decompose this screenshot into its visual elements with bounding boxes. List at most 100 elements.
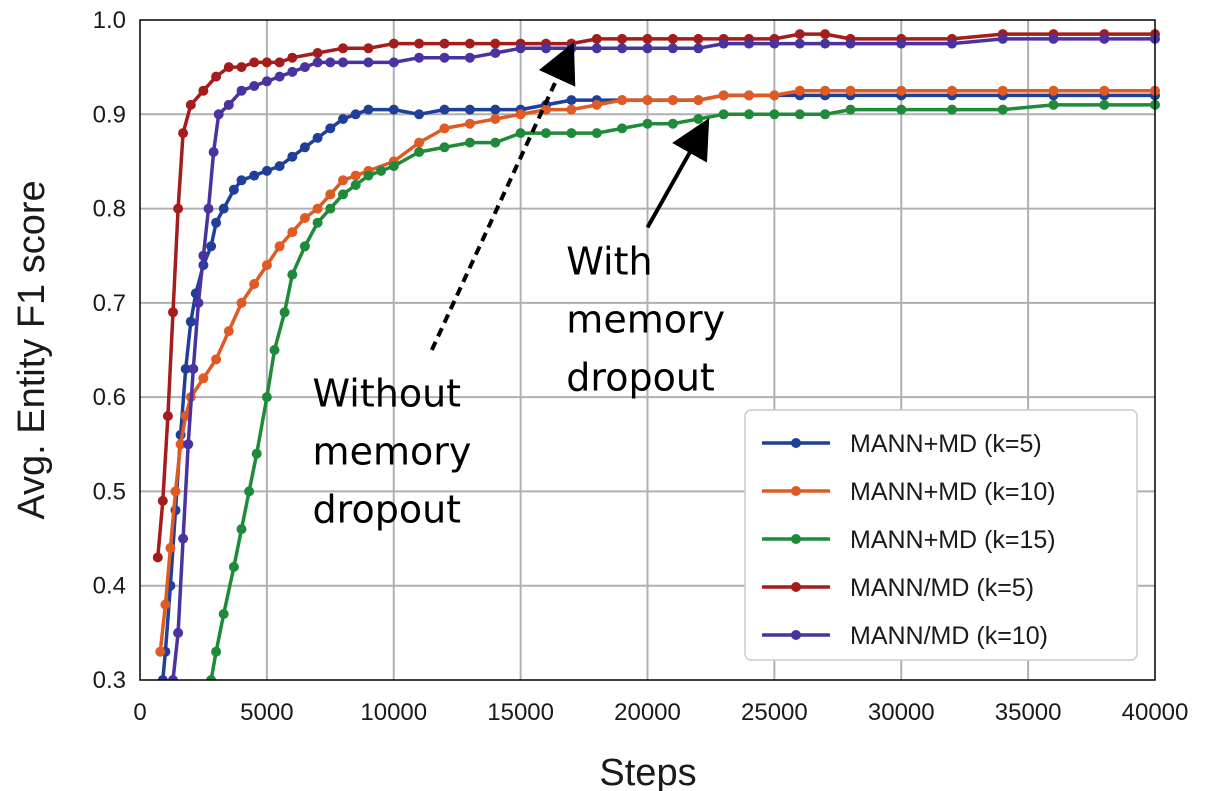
- data-point: [769, 90, 780, 101]
- data-point: [541, 128, 551, 139]
- data-point: [464, 137, 475, 148]
- data-point: [188, 363, 199, 374]
- data-point: [617, 33, 628, 44]
- data-point: [312, 57, 323, 68]
- without-dropout-text: Without memory dropout: [313, 372, 484, 532]
- data-point: [261, 392, 272, 403]
- data-point: [617, 95, 628, 106]
- data-point: [414, 109, 425, 120]
- data-point: [236, 524, 247, 535]
- series-2: [206, 99, 1160, 680]
- data-point: [338, 57, 348, 68]
- data-point: [299, 62, 310, 73]
- data-point: [997, 104, 1008, 115]
- legend-box: [744, 409, 1138, 661]
- data-point: [223, 326, 234, 337]
- y-tick-label: 0.7: [93, 290, 126, 317]
- x-tick-label: 40000: [1122, 699, 1189, 726]
- y-axis-label: Avg. Entity F1 score: [11, 180, 53, 519]
- data-point: [515, 128, 526, 139]
- data-point: [642, 118, 653, 129]
- data-point: [299, 142, 310, 153]
- data-point: [325, 189, 336, 200]
- data-point: [312, 132, 323, 143]
- x-axis-label: Steps: [599, 752, 696, 791]
- annotation-line: memory: [313, 430, 472, 474]
- data-point: [206, 675, 217, 680]
- data-point: [236, 175, 247, 186]
- data-point: [667, 118, 678, 129]
- data-point: [693, 114, 704, 124]
- data-point: [155, 646, 166, 657]
- legend-swatch-marker: [791, 486, 801, 496]
- data-point: [515, 109, 526, 120]
- data-point: [274, 241, 285, 252]
- data-point: [667, 95, 678, 106]
- annotation-line: dropout: [313, 488, 462, 532]
- data-point: [350, 109, 361, 120]
- legend-entry: MANN+MD (k=5): [762, 430, 1042, 458]
- data-point: [198, 373, 209, 384]
- data-point: [769, 109, 780, 120]
- data-point: [211, 354, 222, 365]
- data-point: [218, 609, 229, 619]
- data-point: [244, 486, 255, 497]
- data-point: [274, 161, 285, 172]
- data-point: [287, 227, 298, 238]
- data-point: [338, 43, 348, 54]
- data-point: [566, 128, 577, 139]
- data-point: [541, 43, 551, 54]
- data-point: [160, 599, 171, 610]
- legend-entry: MANN/MD (k=5): [762, 574, 1034, 602]
- data-point: [439, 38, 450, 49]
- data-point: [464, 38, 475, 49]
- data-point: [376, 165, 387, 176]
- data-point: [591, 43, 602, 54]
- data-point: [693, 33, 704, 44]
- series-line: [158, 88, 1155, 652]
- x-tick-label: 25000: [741, 699, 808, 726]
- data-point: [173, 203, 184, 214]
- data-point: [236, 62, 247, 73]
- legend-label: MANN+MD (k=5): [850, 430, 1042, 458]
- data-point: [249, 279, 260, 289]
- data-point: [180, 363, 191, 374]
- data-point: [299, 213, 310, 223]
- data-point: [591, 99, 602, 110]
- data-point: [414, 52, 425, 63]
- data-point: [794, 109, 805, 120]
- data-point: [312, 203, 323, 214]
- data-point: [1048, 33, 1059, 44]
- data-point: [211, 71, 222, 82]
- data-point: [718, 38, 729, 49]
- data-point: [249, 57, 260, 68]
- legend-entry: MANN/MD (k=10): [762, 622, 1048, 650]
- data-point: [249, 81, 260, 91]
- annotation-line: Without: [313, 372, 462, 416]
- legend: MANN+MD (k=5) MANN+MD (k=10) MANN+MD (k=15…: [744, 409, 1138, 661]
- data-point: [251, 448, 262, 459]
- data-point: [566, 95, 577, 106]
- series-line: [171, 37, 1155, 680]
- data-point: [490, 137, 501, 148]
- data-point: [794, 85, 805, 96]
- data-point: [464, 104, 475, 115]
- data-point: [490, 48, 501, 58]
- data-point: [325, 203, 336, 214]
- data-point: [617, 123, 628, 134]
- data-point: [363, 104, 374, 115]
- x-tick-label: 30000: [868, 699, 935, 726]
- y-tick-label: 0.8: [93, 196, 126, 223]
- data-point: [464, 52, 475, 63]
- y-tick-label: 1.0: [93, 7, 126, 34]
- data-point: [287, 151, 298, 162]
- data-point: [168, 307, 178, 318]
- data-point: [591, 33, 602, 44]
- data-point: [896, 38, 907, 49]
- data-point: [667, 43, 678, 54]
- data-point: [261, 76, 272, 87]
- data-point: [206, 241, 217, 252]
- data-point: [388, 38, 399, 49]
- data-point: [693, 43, 704, 54]
- data-point: [464, 118, 475, 129]
